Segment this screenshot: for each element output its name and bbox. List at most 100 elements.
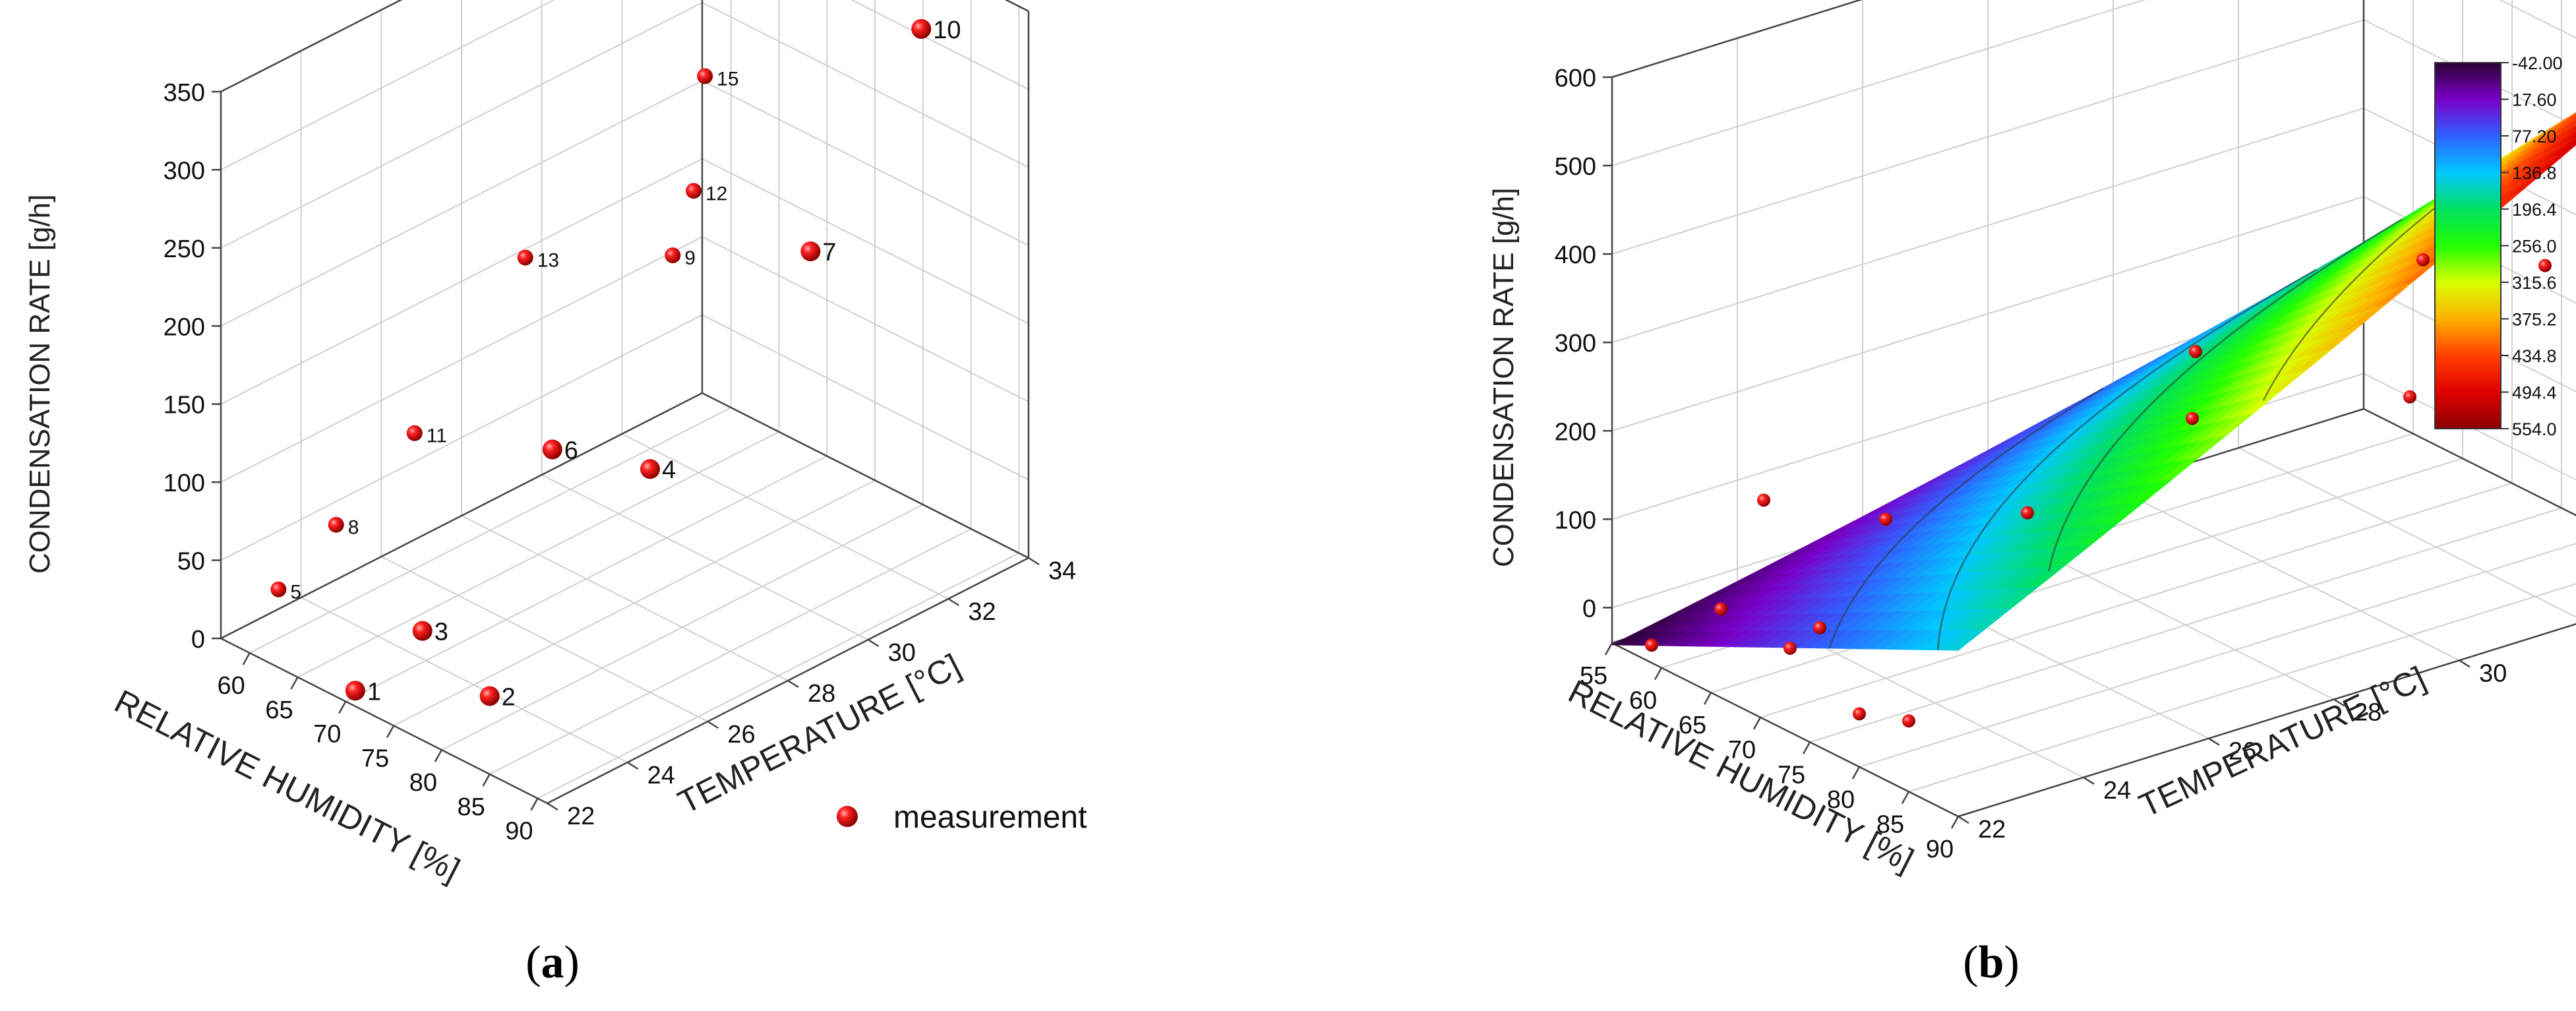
x-tick-label: 80 (1827, 786, 1855, 814)
y-tick-mark (2333, 698, 2345, 707)
data-point (1714, 602, 1727, 616)
data-point (2186, 412, 2199, 425)
z-tick-label: 100 (164, 470, 205, 497)
point-label: 11 (427, 425, 447, 447)
grid-line (220, 1, 703, 249)
point-label: 15 (717, 68, 738, 90)
point-label: 10 (933, 16, 961, 44)
y-tick-label: 24 (2103, 777, 2131, 805)
axis-edge (2364, 0, 2576, 16)
grid-line (1611, 196, 2364, 432)
grid-line (220, 314, 703, 561)
x-tick-mark (1752, 717, 1762, 730)
x-tick-mark (530, 798, 539, 811)
data-point (1879, 512, 1892, 526)
panel-a-scatter-3d: 0501001502002503003506065707580859022242… (24, 0, 1087, 988)
grid-line (380, 556, 708, 722)
point-label: 13 (537, 250, 559, 272)
z-tick-label: 150 (164, 392, 205, 419)
grid-line (702, 80, 1029, 247)
x-tick-mark (1654, 667, 1663, 681)
surface-patch (2552, 129, 2576, 149)
y-tick-mark (547, 802, 558, 811)
x-tick-mark (1851, 766, 1861, 780)
x-tick-label: 60 (218, 672, 245, 700)
y-tick-mark (2208, 737, 2220, 746)
x-tick-label: 80 (409, 769, 437, 797)
legend-entry-measurement: measurement (893, 800, 1087, 835)
panel-b-points (1645, 253, 2552, 728)
point-label: 1 (367, 678, 381, 706)
z-tick-label: 300 (1555, 330, 1596, 357)
y-tick-mark (947, 597, 959, 607)
y-tick-mark (787, 679, 799, 689)
axis-edge (1958, 623, 2576, 818)
grid-line (621, 433, 949, 599)
z-tick-label: 350 (164, 79, 205, 107)
point-label: 5 (290, 582, 301, 603)
axis-edge (2363, 408, 2576, 516)
x-tick-label: 85 (1876, 811, 1904, 838)
grid-line (220, 80, 703, 327)
data-point (911, 18, 932, 39)
z-tick-label: 400 (1555, 241, 1596, 269)
data-point (1757, 493, 1770, 507)
y-tick-label: 24 (647, 762, 675, 789)
x-tick-label: 65 (265, 696, 293, 724)
x-tick-label: 90 (1926, 836, 1954, 863)
grid-line (702, 158, 1029, 324)
panel-a-y-axis-label: TEMPERATURE [°C] (673, 647, 967, 821)
surface-patch (2559, 113, 2576, 127)
colorbar-label: 17.60 (2512, 90, 2557, 110)
colorbar-label: 196.4 (2512, 200, 2557, 220)
grid-line (301, 597, 628, 763)
y-tick-mark (1958, 815, 1969, 824)
colorbar-label: 434.8 (2512, 346, 2557, 366)
colorbar-label: -42.00 (2512, 53, 2563, 73)
legend-marker (837, 806, 858, 827)
x-tick-mark (1802, 741, 1811, 754)
z-tick-label: 0 (1582, 595, 1596, 623)
point-label: 2 (502, 683, 516, 711)
data-point (1645, 638, 1658, 652)
z-tick-label: 300 (164, 157, 205, 185)
panel-b-x-axis-label: RELATIVE HUMIDITY [%] (1563, 673, 1919, 879)
grid-line (2238, 447, 2576, 618)
grid-line (2363, 373, 2576, 481)
colorbar-labels: -42.00 17.60 77.20 136.8 196.4 256.0 315.6 375.… (2501, 53, 2563, 439)
y-tick-mark (2083, 776, 2095, 785)
surface-patch (2540, 128, 2576, 156)
x-tick-mark (338, 700, 347, 714)
surface-patch (2571, 115, 2576, 120)
data-point (2403, 390, 2416, 404)
x-tick-label: 90 (505, 818, 533, 845)
colorbar-label: 77.20 (2512, 127, 2557, 146)
grid-line (1005, 0, 1029, 12)
panel-b-surface (1611, 112, 2576, 651)
grid-line (2364, 0, 2576, 16)
data-point (1813, 621, 1826, 634)
x-tick-mark (1604, 642, 1613, 656)
x-tick-label: 85 (458, 793, 485, 821)
grid-line (1611, 19, 2364, 255)
panel-b-caption: (b) (1963, 937, 2020, 988)
surface-patch (2569, 120, 2576, 127)
data-point (665, 247, 681, 264)
point-label: 12 (705, 183, 727, 204)
x-tick-label: 75 (361, 745, 389, 772)
y-tick-label: 28 (808, 680, 835, 708)
colorbar-label: 315.6 (2512, 273, 2557, 293)
x-tick-mark (434, 749, 442, 762)
data-point (412, 621, 433, 641)
data-point (1853, 707, 1866, 721)
y-tick-label: 22 (1978, 816, 2006, 843)
y-tick-label: 30 (2479, 659, 2507, 687)
panel-b-surface-3d: 0 100 200 300 400 500 600 55 60 65 70 75 80 85 90 22 24 2… (1487, 0, 2576, 988)
panel-a-caption: (a) (525, 937, 580, 988)
y-tick-label: 34 (1048, 557, 1076, 585)
y-tick-label: 32 (968, 598, 996, 626)
x-tick-mark (386, 725, 395, 738)
data-point (345, 681, 365, 701)
x-tick-mark (482, 774, 491, 787)
